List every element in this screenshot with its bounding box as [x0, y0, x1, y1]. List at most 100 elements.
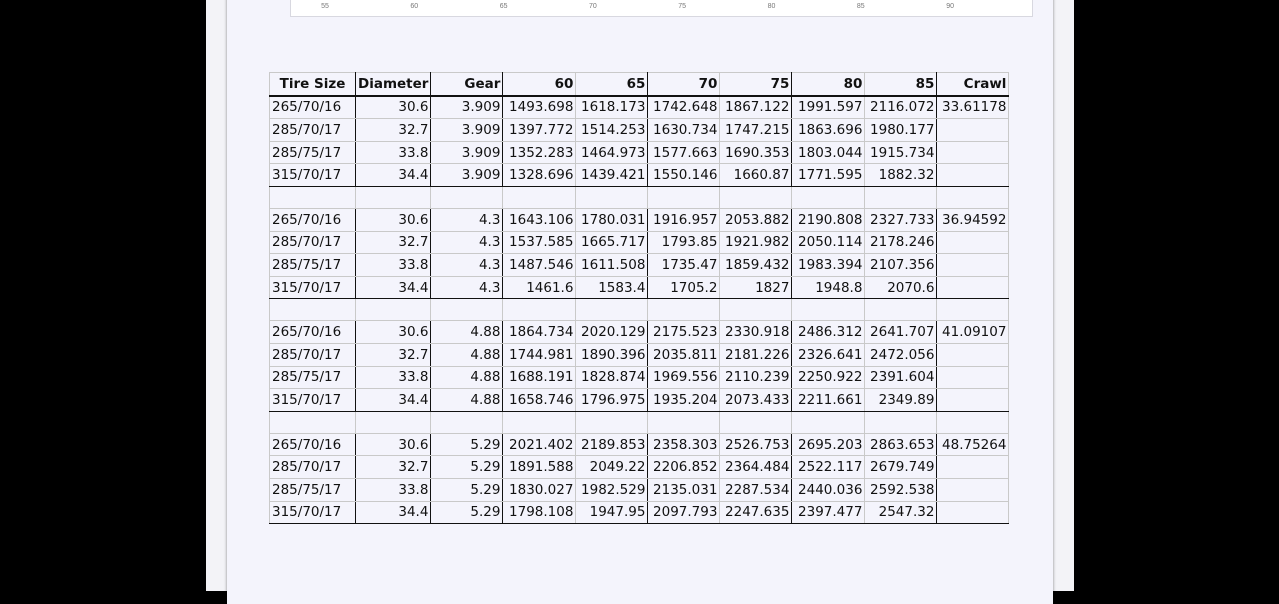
value-cell[interactable]: 2486.312 — [791, 320, 866, 344]
value-cell[interactable]: 2547.32 — [864, 500, 938, 525]
value-cell[interactable]: 4.3 — [430, 230, 504, 255]
value-cell[interactable]: 1969.556 — [647, 365, 721, 390]
value-cell[interactable]: 2641.707 — [864, 320, 938, 344]
value-cell[interactable]: 33.8 — [354, 140, 432, 165]
tire-size-cell[interactable]: 315/70/17 — [269, 388, 356, 412]
value-cell[interactable]: 1828.874 — [575, 365, 649, 390]
value-cell[interactable]: 1935.204 — [647, 388, 721, 412]
value-cell[interactable]: 1461.6 — [502, 275, 577, 300]
document-viewer[interactable]: 55 60 65 70 75 80 85 90 Tire Size Diameter Gear 60… — [206, 0, 1074, 604]
crawl-cell[interactable] — [936, 477, 1010, 502]
value-cell[interactable]: 1537.585 — [502, 230, 577, 255]
value-cell[interactable]: 1798.108 — [502, 500, 577, 525]
value-cell[interactable]: 2863.653 — [864, 432, 938, 457]
value-cell[interactable]: 1916.957 — [647, 207, 721, 232]
value-cell[interactable]: 1660.87 — [719, 163, 793, 187]
value-cell[interactable]: 30.6 — [354, 95, 432, 120]
value-cell[interactable]: 1948.8 — [791, 275, 866, 300]
value-cell[interactable]: 30.6 — [354, 432, 432, 457]
value-cell[interactable]: 2035.811 — [647, 342, 721, 367]
value-cell[interactable]: 2327.733 — [864, 207, 938, 232]
tire-size-cell[interactable]: 285/70/17 — [269, 230, 356, 255]
value-cell[interactable]: 1980.177 — [864, 118, 938, 142]
value-cell[interactable]: 1742.648 — [647, 95, 721, 120]
value-cell[interactable]: 32.7 — [354, 342, 432, 367]
value-cell[interactable]: 2358.303 — [647, 432, 721, 457]
value-cell[interactable]: 3.909 — [430, 95, 504, 120]
value-cell[interactable]: 3.909 — [430, 163, 504, 187]
value-cell[interactable]: 5.29 — [430, 477, 504, 502]
value-cell[interactable]: 5.29 — [430, 432, 504, 457]
crawl-cell[interactable] — [936, 275, 1010, 300]
value-cell[interactable]: 4.3 — [430, 275, 504, 300]
value-cell[interactable]: 2250.922 — [791, 365, 866, 390]
value-cell[interactable]: 2097.793 — [647, 500, 721, 525]
value-cell[interactable]: 30.6 — [354, 320, 432, 344]
value-cell[interactable]: 2116.072 — [864, 95, 938, 120]
value-cell[interactable]: 34.4 — [354, 275, 432, 300]
value-cell[interactable]: 3.909 — [430, 118, 504, 142]
value-cell[interactable]: 1611.508 — [575, 253, 649, 277]
value-cell[interactable]: 2190.808 — [791, 207, 866, 232]
value-cell[interactable]: 1793.85 — [647, 230, 721, 255]
value-cell[interactable]: 1827 — [719, 275, 793, 300]
value-cell[interactable]: 32.7 — [354, 230, 432, 255]
value-cell[interactable]: 2472.056 — [864, 342, 938, 367]
crawl-cell[interactable] — [936, 388, 1010, 412]
tire-size-cell[interactable]: 265/70/16 — [269, 95, 356, 120]
tire-size-cell[interactable]: 265/70/16 — [269, 207, 356, 232]
value-cell[interactable]: 2679.749 — [864, 455, 938, 479]
value-cell[interactable]: 1867.122 — [719, 95, 793, 120]
crawl-cell[interactable] — [936, 140, 1010, 165]
crawl-cell[interactable] — [936, 455, 1010, 479]
value-cell[interactable]: 4.88 — [430, 320, 504, 344]
value-cell[interactable]: 2526.753 — [719, 432, 793, 457]
value-cell[interactable]: 1982.529 — [575, 477, 649, 502]
value-cell[interactable]: 5.29 — [430, 455, 504, 479]
value-cell[interactable]: 2049.22 — [575, 455, 649, 479]
value-cell[interactable]: 34.4 — [354, 388, 432, 412]
tire-size-cell[interactable]: 285/75/17 — [269, 253, 356, 277]
value-cell[interactable]: 1665.717 — [575, 230, 649, 255]
value-cell[interactable]: 1577.663 — [647, 140, 721, 165]
value-cell[interactable]: 2211.661 — [791, 388, 866, 412]
value-cell[interactable]: 1747.215 — [719, 118, 793, 142]
value-cell[interactable]: 4.3 — [430, 253, 504, 277]
value-cell[interactable]: 32.7 — [354, 118, 432, 142]
value-cell[interactable]: 32.7 — [354, 455, 432, 479]
value-cell[interactable]: 2522.117 — [791, 455, 866, 479]
value-cell[interactable]: 1487.546 — [502, 253, 577, 277]
value-cell[interactable]: 2440.036 — [791, 477, 866, 502]
value-cell[interactable]: 33.8 — [354, 253, 432, 277]
value-cell[interactable]: 2175.523 — [647, 320, 721, 344]
value-cell[interactable]: 33.8 — [354, 477, 432, 502]
value-cell[interactable]: 1583.4 — [575, 275, 649, 300]
crawl-cell[interactable] — [936, 230, 1010, 255]
value-cell[interactable]: 1493.698 — [502, 95, 577, 120]
tire-size-cell[interactable]: 285/75/17 — [269, 477, 356, 502]
value-cell[interactable]: 1771.595 — [791, 163, 866, 187]
crawl-cell[interactable] — [936, 342, 1010, 367]
value-cell[interactable]: 1744.981 — [502, 342, 577, 367]
value-cell[interactable]: 2020.129 — [575, 320, 649, 344]
crawl-cell[interactable]: 36.94592 — [936, 207, 1010, 232]
crawl-cell[interactable] — [936, 365, 1010, 390]
crawl-cell[interactable] — [936, 253, 1010, 277]
crawl-cell[interactable] — [936, 118, 1010, 142]
value-cell[interactable]: 2053.882 — [719, 207, 793, 232]
value-cell[interactable]: 4.88 — [430, 342, 504, 367]
crawl-cell[interactable]: 33.61178 — [936, 95, 1010, 120]
value-cell[interactable]: 1921.982 — [719, 230, 793, 255]
value-cell[interactable]: 3.909 — [430, 140, 504, 165]
value-cell[interactable]: 1464.973 — [575, 140, 649, 165]
value-cell[interactable]: 1891.588 — [502, 455, 577, 479]
value-cell[interactable]: 34.4 — [354, 163, 432, 187]
value-cell[interactable]: 1803.044 — [791, 140, 866, 165]
value-cell[interactable]: 2349.89 — [864, 388, 938, 412]
value-cell[interactable]: 1643.106 — [502, 207, 577, 232]
value-cell[interactable]: 1796.975 — [575, 388, 649, 412]
value-cell[interactable]: 1439.421 — [575, 163, 649, 187]
tire-size-cell[interactable]: 285/70/17 — [269, 455, 356, 479]
value-cell[interactable]: 2206.852 — [647, 455, 721, 479]
tire-size-cell[interactable]: 315/70/17 — [269, 163, 356, 187]
